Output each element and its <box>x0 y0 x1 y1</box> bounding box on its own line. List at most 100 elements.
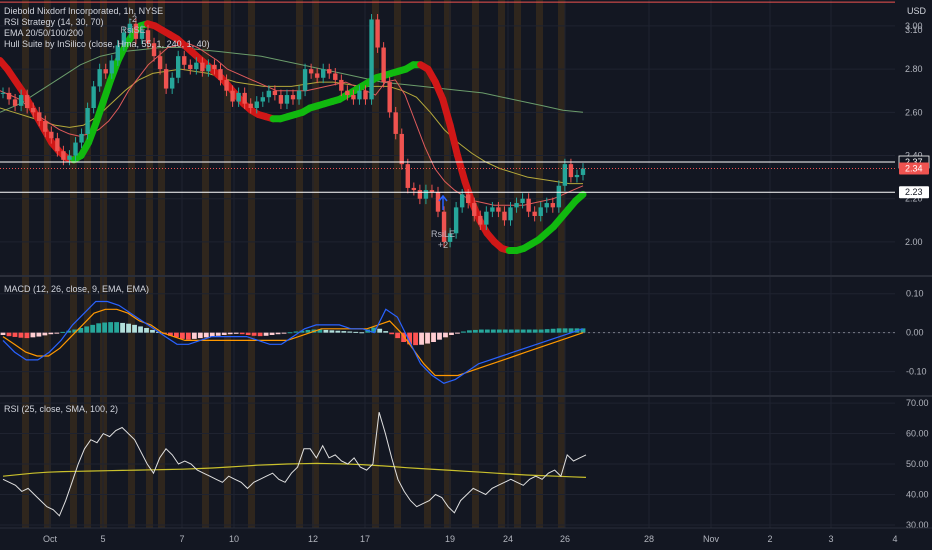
candle-46 <box>278 95 284 104</box>
macd-histogram-bar-51 <box>305 329 311 333</box>
macd-histogram-bar-92 <box>550 328 556 333</box>
candle-90 <box>544 203 549 208</box>
session-highlight-6 <box>146 0 153 528</box>
macd-histogram-bar-20 <box>120 322 125 333</box>
price-tag-last-bg <box>899 162 929 175</box>
candle-2 <box>12 99 18 106</box>
candle-51 <box>308 69 314 74</box>
session-highlight-16 <box>444 0 451 528</box>
candle-62 <box>375 19 380 48</box>
candle-59 <box>357 90 362 100</box>
macd-histogram-bar-71 <box>425 332 430 344</box>
legend-ema[interactable]: EMA 20/50/100/200 <box>4 28 84 38</box>
ema-200-line <box>0 47 584 113</box>
session-highlight-18 <box>498 0 505 528</box>
candle-75 <box>453 207 459 234</box>
price-tick-4: 2.20 <box>905 194 923 204</box>
macd-histogram-bar-67 <box>401 332 407 343</box>
candle-30 <box>182 56 187 65</box>
macd-histogram-bar-9 <box>54 332 60 334</box>
macd-histogram-bar-81 <box>484 329 490 333</box>
candle-73 <box>441 211 447 242</box>
macd-histogram-bar-45 <box>269 332 275 335</box>
candle-20 <box>121 32 127 46</box>
candle-84 <box>508 207 513 221</box>
candle-18 <box>109 60 114 74</box>
macd-histogram-bar-90 <box>538 329 544 333</box>
candle-37 <box>224 79 229 91</box>
price-tick-1: 2.80 <box>905 64 923 74</box>
rsi-line <box>2 412 587 517</box>
currency-label: USD <box>906 6 926 16</box>
session-highlight-5 <box>128 0 135 528</box>
short-signal-count: -2 <box>129 14 137 24</box>
price-tag-2-23: 2.23 <box>905 187 923 197</box>
macd-histogram-bar-48 <box>287 332 293 334</box>
x-tick-7: 24 <box>503 534 513 544</box>
macd-histogram-bar-5 <box>30 332 36 338</box>
candle-72 <box>435 192 441 212</box>
rsi-tick-1: 60.00 <box>906 429 929 439</box>
macd-histogram-bar-31 <box>185 332 191 340</box>
candle-45 <box>272 90 278 96</box>
candle-44 <box>266 90 272 98</box>
macd-histogram-bar-70 <box>419 332 424 345</box>
candle-11 <box>67 155 72 160</box>
candle-43 <box>260 97 265 102</box>
candle-6 <box>37 112 42 121</box>
candle-71 <box>429 190 435 193</box>
rsi-ma-line <box>2 462 587 478</box>
macd-histogram-bar-65 <box>389 332 395 335</box>
macd-histogram-bar-4 <box>24 332 30 339</box>
macd-histogram-bar-66 <box>395 332 401 339</box>
candle-68 <box>411 187 417 191</box>
session-highlight-14 <box>394 0 401 528</box>
macd-histogram-bar-8 <box>48 332 54 335</box>
candle-55 <box>333 73 338 80</box>
macd-histogram-bar-15 <box>90 324 96 333</box>
symbol-title[interactable]: Diebold Nixdorf Incorporated, 1h, NYSE <box>4 6 164 16</box>
x-tick-last: 4 <box>892 534 897 544</box>
price-tick-3: 2.40 <box>905 151 923 161</box>
candle-12 <box>73 142 78 156</box>
session-highlight-2 <box>70 0 77 528</box>
candle-57 <box>345 90 350 96</box>
legend-rsi-strategy[interactable]: RSI Strategy (14, 30, 70) <box>4 17 104 27</box>
macd-histogram-bar-32 <box>191 332 197 339</box>
candle-69 <box>417 190 423 199</box>
macd-histogram-bar-34 <box>203 332 209 338</box>
macd-histogram-bar-63 <box>377 328 383 333</box>
x-tick-9: 28 <box>644 534 654 544</box>
macd-histogram-bar-21 <box>126 323 131 333</box>
candle-53 <box>321 69 326 78</box>
rsi-legend[interactable]: RSI (25, close, SMA, 100, 2) <box>4 404 118 415</box>
price-tag-2-23-bg <box>899 186 929 199</box>
x-tick-5: 17 <box>360 534 370 544</box>
candle-38 <box>230 90 235 102</box>
x-tick-1: 5 <box>100 534 105 544</box>
candle-41 <box>248 103 253 108</box>
session-highlight-11 <box>296 0 303 528</box>
candle-77 <box>466 194 471 204</box>
legend-hull-suite[interactable]: Hull Suite by InSilico (close, Hma, 55, … <box>4 39 210 49</box>
candle-36 <box>218 69 223 80</box>
x-tick-10: Nov <box>703 534 720 544</box>
rsi-tick-2: 50.00 <box>906 459 929 469</box>
hull-segment-61 <box>439 95 454 129</box>
macd-legend[interactable]: MACD (12, 26, close, 9, EMA, EMA) <box>4 284 149 295</box>
candle-31 <box>188 64 193 70</box>
candle-70 <box>423 190 429 199</box>
candle-79 <box>478 216 483 225</box>
candle-58 <box>351 95 356 100</box>
candle-3 <box>18 95 24 106</box>
macd-histogram-bar-10 <box>60 331 66 333</box>
macd-histogram-bar-14 <box>84 326 90 333</box>
session-highlight-15 <box>424 0 431 528</box>
price-tag-last: 2.34 <box>905 163 923 173</box>
macd-histogram-bar-89 <box>532 329 538 333</box>
candle-26 <box>157 56 163 70</box>
macd-histogram-bar-62 <box>371 327 377 333</box>
macd-histogram-bar-97 <box>580 328 586 333</box>
ema-20-line <box>0 42 584 206</box>
